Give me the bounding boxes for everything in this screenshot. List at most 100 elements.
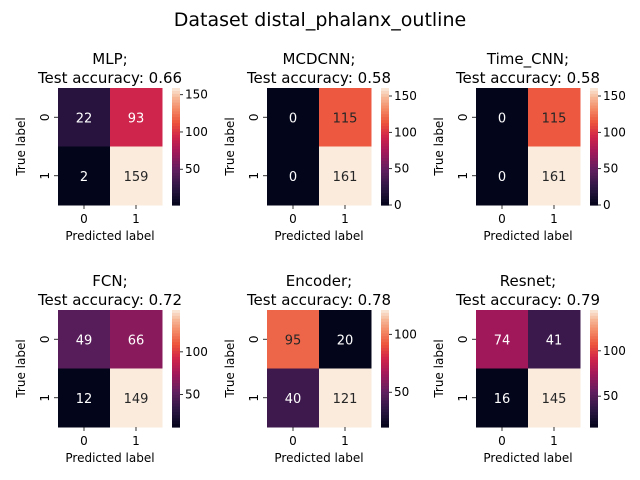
colorbar-segment bbox=[590, 394, 598, 399]
colorbar-segment bbox=[381, 310, 389, 314]
x-axis-label: Predicted label bbox=[274, 451, 363, 465]
colorbar-segment bbox=[590, 368, 598, 373]
heatmap-cell bbox=[267, 368, 320, 428]
colorbar-segment bbox=[590, 96, 598, 101]
colorbar-segment bbox=[590, 114, 598, 118]
colorbar-segment bbox=[590, 164, 598, 168]
colorbar-segment bbox=[590, 134, 598, 139]
colorbar-segment bbox=[172, 386, 180, 390]
colorbar-segment bbox=[590, 105, 598, 110]
colorbar-segment bbox=[590, 345, 598, 349]
colorbar-segment bbox=[172, 348, 180, 352]
colorbar-segment bbox=[381, 324, 389, 329]
colorbar-segment bbox=[172, 184, 180, 189]
colorbar-segment bbox=[172, 166, 180, 171]
colorbar-segment bbox=[590, 353, 598, 358]
heatmap-cell bbox=[476, 88, 529, 147]
x-tick-label: 0 bbox=[498, 212, 506, 226]
colorbar-segment bbox=[172, 327, 180, 332]
colorbar-segment bbox=[172, 134, 180, 139]
colorbar-segment bbox=[381, 120, 389, 124]
colorbar-segment bbox=[381, 134, 389, 139]
colorbar-segment bbox=[590, 102, 598, 107]
colorbar-segment bbox=[172, 190, 180, 194]
colorbar-segment bbox=[590, 155, 598, 159]
y-tick-label: 0 bbox=[38, 113, 52, 121]
heatmap-panel: MLP;Test accuracy: 0.66 22 93 2 159 0 1 Predict… bbox=[14, 50, 208, 243]
y-tick-label: 1 bbox=[247, 172, 261, 180]
colorbar-segment bbox=[381, 105, 389, 110]
colorbar-segment bbox=[172, 350, 180, 355]
colorbar-segment bbox=[590, 126, 598, 130]
colorbar-segment bbox=[172, 120, 180, 124]
colorbar-segment bbox=[590, 412, 598, 416]
x-tick-label: 1 bbox=[550, 434, 558, 448]
colorbar-segment bbox=[590, 111, 598, 115]
colorbar-segment bbox=[590, 123, 598, 127]
cell-value-label: 95 bbox=[285, 333, 302, 348]
colorbar-segment bbox=[590, 350, 598, 355]
x-axis-label: Predicted label bbox=[483, 229, 572, 243]
panel-title-model: Encoder; bbox=[286, 272, 352, 290]
y-tick-label: 1 bbox=[38, 172, 52, 180]
heatmap-cell bbox=[110, 368, 163, 428]
heatmap-cell bbox=[528, 368, 581, 428]
colorbar-segment bbox=[172, 412, 180, 416]
colorbar-segment bbox=[381, 333, 389, 337]
colorbar-segment bbox=[381, 330, 389, 334]
colorbar-segment bbox=[172, 336, 180, 340]
colorbar-segment bbox=[172, 140, 180, 145]
panel-title-model: MCDCNN; bbox=[283, 50, 356, 68]
panel-title-accuracy: Test accuracy: 0.78 bbox=[246, 291, 391, 309]
colorbar-segment bbox=[381, 321, 389, 326]
heatmap-panel: Encoder;Test accuracy: 0.78 95 20 40 121 0 1 Pr… bbox=[223, 272, 417, 465]
colorbar-segment bbox=[381, 140, 389, 145]
colorbar-segment bbox=[590, 356, 598, 361]
cell-value-label: 159 bbox=[124, 170, 149, 185]
colorbar-segment bbox=[381, 146, 389, 151]
figure-title: Dataset distal_phalanx_outline bbox=[174, 9, 466, 31]
heatmap-panel: FCN;Test accuracy: 0.72 49 66 12 149 0 1 Predic… bbox=[14, 272, 208, 465]
colorbar-segment bbox=[381, 312, 389, 317]
colorbar-segment bbox=[381, 88, 389, 92]
heatmap-cell bbox=[110, 310, 163, 369]
colorbar-segment bbox=[381, 169, 389, 174]
colorbar-segment bbox=[172, 175, 180, 180]
colorbar-segment bbox=[590, 386, 598, 390]
colorbar-segment bbox=[172, 93, 180, 98]
colorbar-segment bbox=[381, 391, 389, 396]
panel-title-accuracy: Test accuracy: 0.58 bbox=[246, 69, 391, 87]
colorbar-segment bbox=[172, 181, 180, 186]
colorbar-segment bbox=[381, 345, 389, 349]
cell-value-label: 41 bbox=[546, 333, 563, 348]
colorbar-segment bbox=[381, 412, 389, 416]
heatmap-cell bbox=[319, 368, 372, 428]
cell-value-label: 49 bbox=[76, 333, 93, 348]
colorbar-segment bbox=[590, 172, 598, 177]
panel-title-accuracy: Test accuracy: 0.79 bbox=[455, 291, 600, 309]
colorbar-segment bbox=[381, 394, 389, 399]
colorbar-segment bbox=[381, 114, 389, 118]
colorbar-tick-label: 100 bbox=[185, 125, 208, 139]
colorbar-segment bbox=[172, 155, 180, 159]
colorbar-segment bbox=[172, 128, 180, 133]
colorbar-segment bbox=[172, 312, 180, 317]
colorbar-segment bbox=[172, 126, 180, 130]
colorbar-segment bbox=[590, 397, 598, 402]
colorbar-segment bbox=[172, 114, 180, 118]
colorbar-segment bbox=[590, 140, 598, 145]
colorbar-segment bbox=[172, 391, 180, 396]
heatmap-cell bbox=[476, 146, 529, 206]
colorbar-segment bbox=[381, 158, 389, 162]
colorbar-segment bbox=[590, 333, 598, 337]
colorbar-segment bbox=[172, 330, 180, 334]
panel-title-model: Resnet; bbox=[500, 272, 556, 290]
colorbar-segment bbox=[381, 359, 389, 364]
cell-value-label: 115 bbox=[542, 111, 567, 126]
colorbar-segment bbox=[590, 137, 598, 142]
colorbar-tick-label: 100 bbox=[394, 327, 417, 341]
y-axis-label: True label bbox=[14, 117, 28, 176]
colorbar-segment bbox=[381, 199, 389, 203]
colorbar-segment bbox=[381, 111, 389, 115]
